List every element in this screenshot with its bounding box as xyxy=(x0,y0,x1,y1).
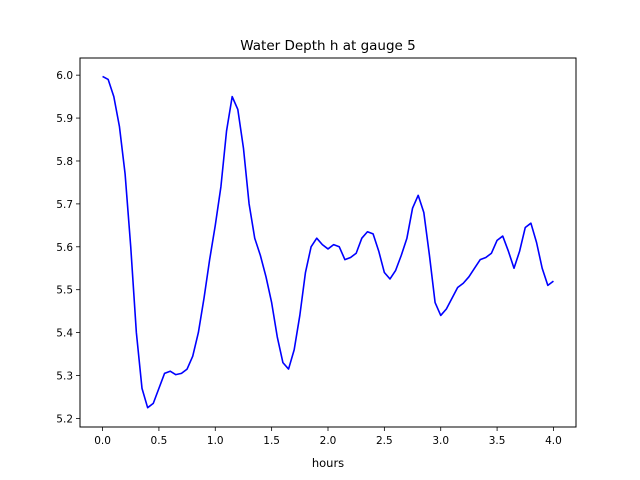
series-layer xyxy=(102,75,554,409)
plot-frame xyxy=(79,57,577,428)
x-tick-label: 4.0 xyxy=(545,435,562,447)
y-tick-label: 5.7 xyxy=(56,199,73,211)
x-axis-label: hours xyxy=(312,456,344,470)
y-tick-label: 5.2 xyxy=(56,413,73,425)
y-axis-ticks: 5.2 5.3 5.4 5.5 5.6 5.7 5.8 5.9 6.0 xyxy=(56,70,80,425)
x-tick-label: 3.0 xyxy=(432,435,449,447)
plot-area xyxy=(80,58,576,427)
y-tick-label: 6.0 xyxy=(56,70,73,82)
chart-title: Water Depth h at gauge 5 xyxy=(240,38,415,54)
series-line-0 xyxy=(102,75,554,409)
x-tick-label: 2.0 xyxy=(320,435,337,447)
x-tick-label: 1.5 xyxy=(263,435,280,447)
x-tick-label: 0.0 xyxy=(94,435,111,447)
y-tick-label: 5.4 xyxy=(56,328,73,340)
x-tick-label: 1.0 xyxy=(207,435,224,447)
y-tick-label: 5.6 xyxy=(56,242,73,254)
x-axis-ticks: 0.0 0.5 1.0 1.5 2.0 2.5 3.0 3.5 4.0 xyxy=(94,427,562,447)
y-tick-label: 5.9 xyxy=(56,113,73,125)
x-tick-label: 2.5 xyxy=(376,435,393,447)
x-tick-label: 0.5 xyxy=(151,435,168,447)
y-tick-label: 5.5 xyxy=(56,285,73,297)
y-tick-label: 5.3 xyxy=(56,371,73,383)
x-tick-label: 3.5 xyxy=(489,435,506,447)
y-tick-label: 5.8 xyxy=(56,156,73,168)
